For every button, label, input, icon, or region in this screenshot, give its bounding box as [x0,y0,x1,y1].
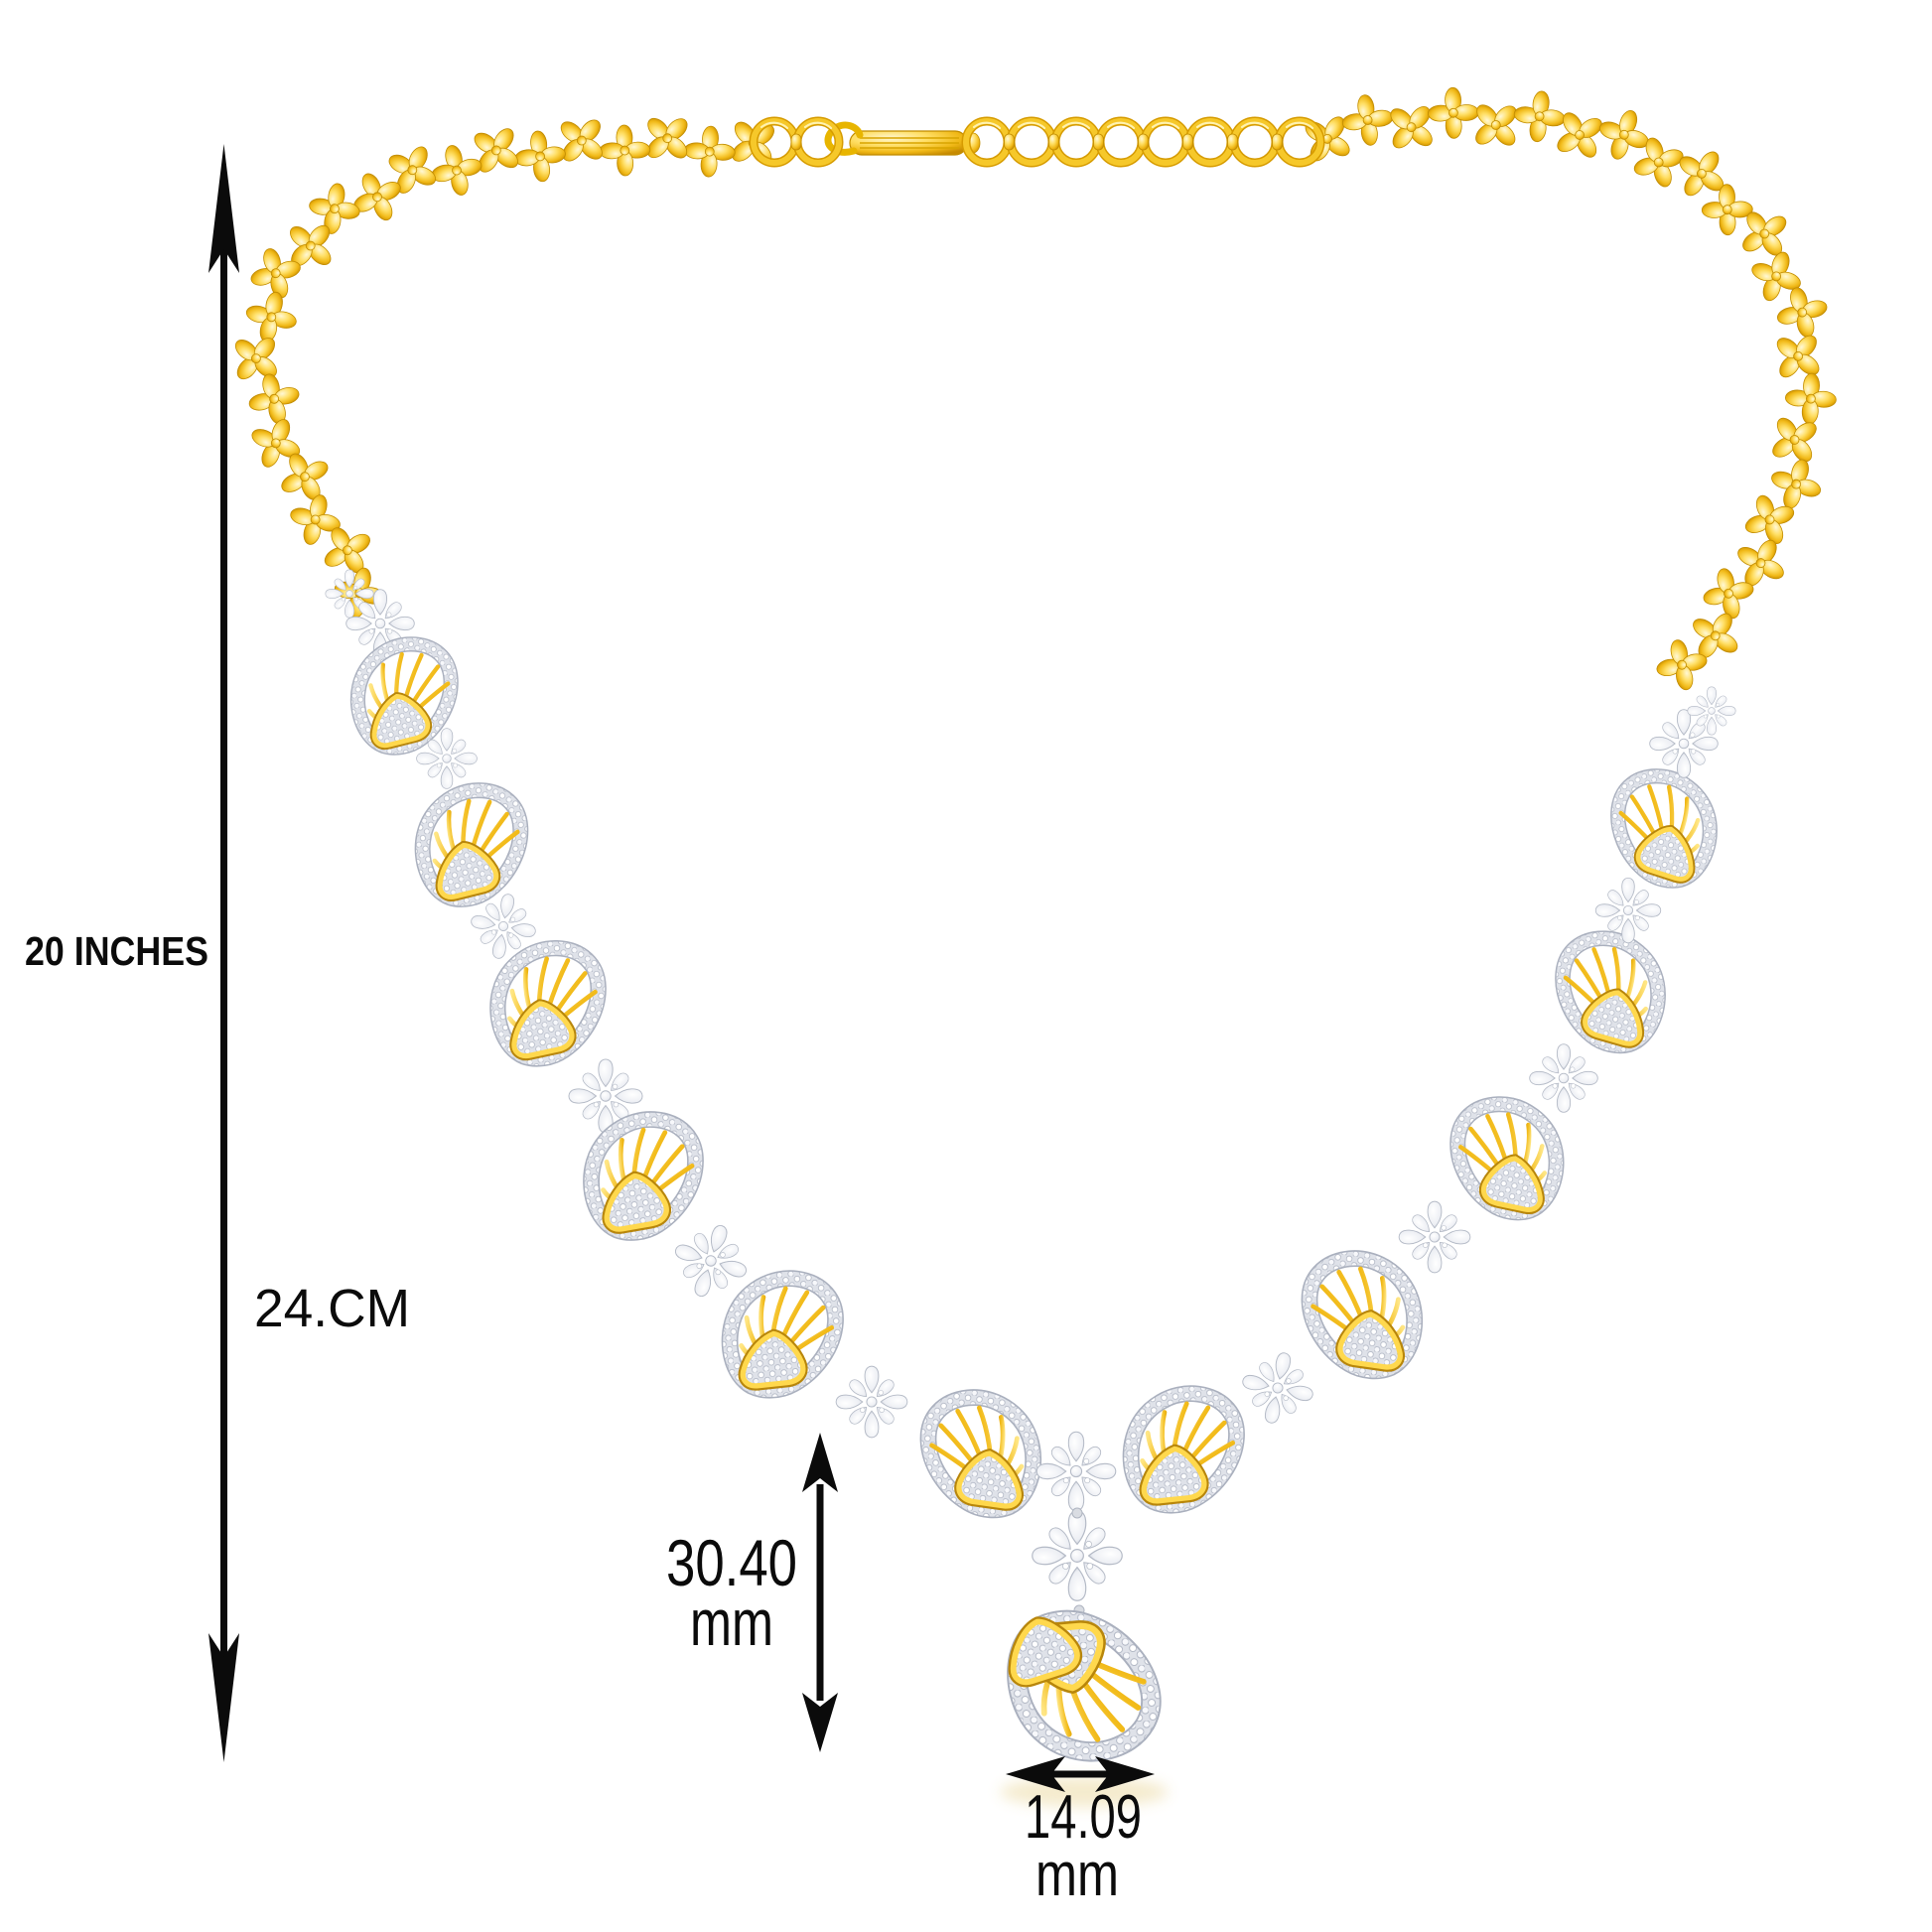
ring-link-bead [1004,133,1015,151]
arrow-up-icon [208,144,239,273]
fan-motif [1601,765,1725,890]
fan-motif [486,940,612,1066]
snowflake-motif [1035,1431,1117,1512]
chain-ring [797,121,839,163]
chain-flower [1763,452,1829,516]
fan-motif [919,1392,1041,1515]
chain-ring [1234,121,1276,163]
chain-ring [1189,121,1231,163]
ring-link-bead [790,133,802,151]
fan-motif [724,1274,843,1394]
chain-ring [1145,121,1186,163]
ring-link-bead [1227,133,1238,151]
chain-flower [301,175,368,242]
fan-motif [410,781,535,907]
drop-length-label: 24.CM [254,1279,410,1338]
chain-left [230,113,779,626]
arrow-down-icon [208,1633,239,1762]
necklace-group [230,78,1845,1807]
snowflake-motif [1649,709,1719,778]
chain-ring [1100,121,1142,163]
snowflake-motif [1234,1344,1321,1432]
fan-motif [1301,1253,1423,1376]
chain-ring [1011,121,1052,163]
chain-flower [241,365,308,432]
snowflake-motif [1398,1200,1471,1274]
ring-link-bead [1182,133,1193,151]
fan-motif [581,1112,706,1239]
chain-rings [754,121,1320,163]
chain-flower [642,113,692,163]
dimension-chain-length: 20 INCHES 24.CM [25,144,410,1762]
ring-link-bead [1272,133,1283,151]
chain-length-label: 20 INCHES [25,928,208,974]
ring-link-bead [1093,133,1104,151]
fan-motif [1446,1096,1568,1219]
pendant-height-unit: mm [690,1586,773,1659]
fan-motif [1547,928,1672,1054]
snowflake-motif [835,1365,908,1439]
chain-ring [1279,121,1320,163]
chain-flower [1693,176,1761,244]
chain-flower [1771,330,1825,383]
arrow-up-icon [802,1433,838,1492]
snowflake-motif [1032,1510,1123,1601]
arrow-right-icon [1095,1756,1155,1792]
pendant-drop [1000,1507,1169,1807]
clasp-hook [824,121,981,156]
chain-flower [346,166,408,227]
chain-flower [1591,102,1656,167]
ring-link-bead [1048,133,1059,151]
dimension-pendant-height: 30.40 mm [666,1433,838,1752]
arrow-left-icon [1006,1756,1065,1792]
snowflake-motif [1529,1043,1598,1113]
chain-flower [1470,99,1521,151]
ring-link-bead [1138,133,1149,151]
dimension-pendant-width: 14.09 mm [1006,1756,1155,1909]
fan-motif [1125,1389,1244,1509]
drop-pave-triangle [1008,1616,1082,1688]
diamond-motifs [325,569,1736,1601]
pendant-height-value: 30.40 [666,1526,797,1599]
chain-right [1299,78,1845,698]
chain-flower [274,447,335,507]
pendant-width-value: 14.09 [1025,1783,1142,1852]
pendant-width-unit: mm [1035,1841,1119,1909]
arrow-down-icon [802,1693,838,1752]
chain-ring [1055,121,1097,163]
